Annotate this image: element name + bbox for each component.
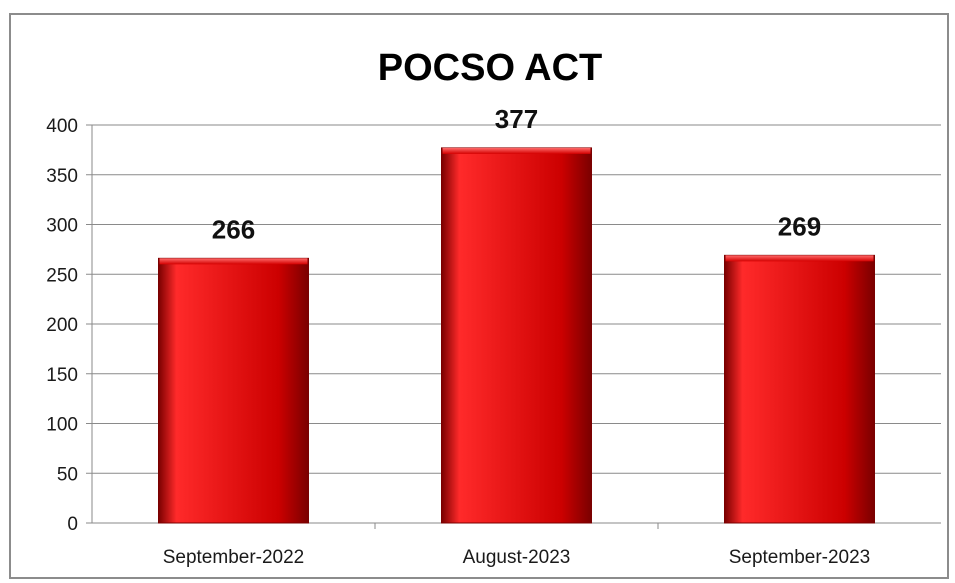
bar <box>724 254 875 524</box>
y-tick-label: 50 <box>57 464 78 485</box>
bar <box>441 147 592 524</box>
bar-top-bevel <box>159 258 308 265</box>
x-category-label: September-2022 <box>163 547 305 568</box>
bars <box>158 147 875 524</box>
chart-title: POCSO ACT <box>378 47 603 89</box>
y-tick-label: 350 <box>46 166 78 187</box>
y-tick-label: 250 <box>46 265 78 286</box>
x-category-label: September-2023 <box>729 547 871 568</box>
y-tick-label: 0 <box>67 514 78 535</box>
x-axis-categories: September-2022 August-2023 September-2023 <box>163 547 871 568</box>
bar-top-bevel <box>725 255 874 262</box>
data-label: 266 <box>212 214 255 244</box>
data-label: 269 <box>778 211 821 241</box>
y-tick-label: 150 <box>46 365 78 386</box>
bar-top-bevel <box>442 147 591 154</box>
data-label: 377 <box>495 104 538 134</box>
y-tick-label: 300 <box>46 216 78 237</box>
y-axis-ticks: 0 50 100 150 200 250 300 350 400 <box>46 116 78 535</box>
y-tick-label: 100 <box>46 415 78 436</box>
bar <box>158 257 309 524</box>
x-category-label: August-2023 <box>463 547 571 568</box>
y-tick-label: 200 <box>46 315 78 336</box>
y-tick-label: 400 <box>46 116 78 137</box>
data-labels: 266 377 269 <box>212 104 821 244</box>
